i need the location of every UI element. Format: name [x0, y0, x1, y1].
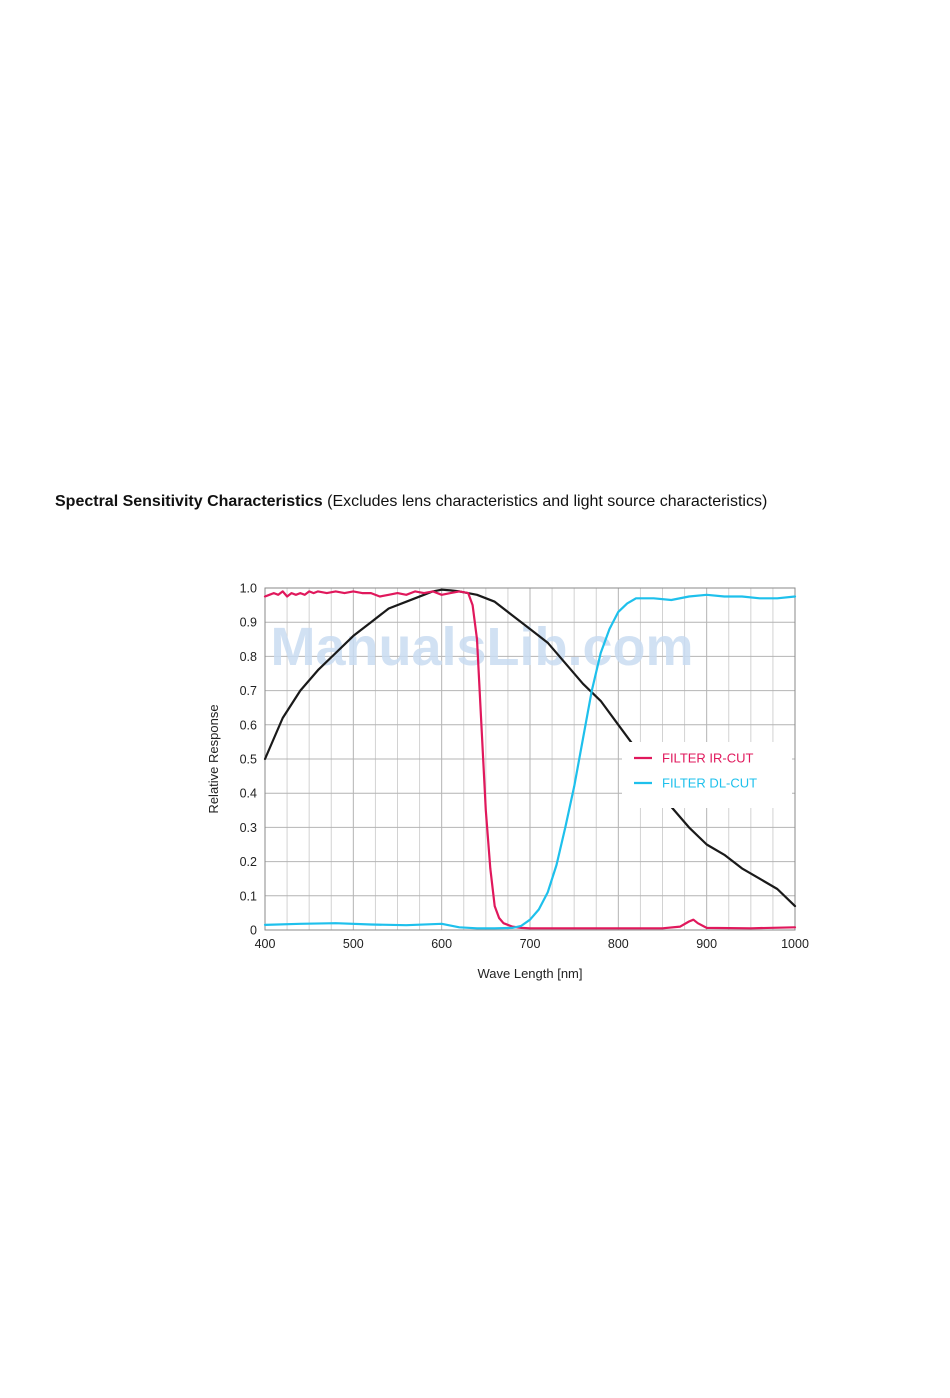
series-line-3: [263, 593, 797, 930]
y-axis-label: Relative Response: [206, 704, 221, 813]
x-tick-label: 900: [696, 937, 717, 951]
x-tick-label: 700: [520, 937, 541, 951]
y-tick-label: 0.6: [240, 718, 257, 732]
y-tick-label: 0.1: [240, 889, 257, 903]
y-tick-label: 0.7: [240, 684, 257, 698]
y-tick-label: 0.4: [240, 787, 257, 801]
y-tick-label: 0.9: [240, 616, 257, 630]
x-tick-label: 800: [608, 937, 629, 951]
x-axis-label: Wave Length [nm]: [477, 966, 582, 981]
series-line-1: [263, 588, 797, 908]
x-tick-label: 400: [255, 937, 276, 951]
y-tick-label: 0.2: [240, 855, 257, 869]
x-tick-label: 500: [343, 937, 364, 951]
x-tick-label: 600: [431, 937, 452, 951]
page-heading: Spectral Sensitivity Characteristics (Ex…: [55, 493, 935, 511]
legend-box: [622, 742, 792, 808]
series-line-2: [263, 590, 797, 930]
x-tick-label: 1000: [781, 937, 809, 951]
legend-label: FILTER DL-CUT: [662, 776, 757, 791]
y-tick-label: 0.8: [240, 650, 257, 664]
heading-rest: (Excludes lens characteristics and light…: [322, 493, 768, 510]
y-tick-label: 0.5: [240, 753, 257, 767]
watermark-text: ManualsLib.com: [270, 617, 693, 677]
y-tick-label: 0.3: [240, 821, 257, 835]
heading-bold: Spectral Sensitivity Characteristics: [55, 493, 323, 510]
y-tick-label: 0: [250, 924, 257, 938]
legend-label: FILTER IR-CUT: [662, 751, 754, 766]
y-tick-label: 1.0: [240, 582, 257, 596]
